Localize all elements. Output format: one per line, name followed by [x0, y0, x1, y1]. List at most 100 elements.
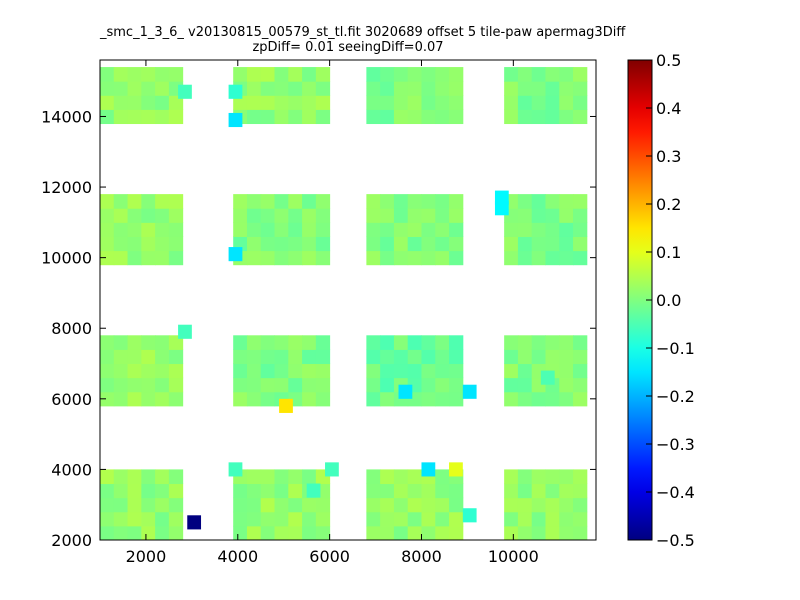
- y-tick-label: 12000: [41, 178, 92, 197]
- x-tick-label: 2000: [126, 547, 167, 566]
- heatmap-cell: [113, 95, 129, 110]
- heatmap-cell: [531, 511, 546, 527]
- heatmap-cell: [274, 525, 289, 541]
- heatmap-cell: [274, 377, 289, 393]
- heatmap-cell: [393, 67, 409, 82]
- heatmap-cell: [366, 222, 381, 237]
- heatmap-cell: [288, 525, 303, 541]
- heatmap-cell: [113, 208, 129, 223]
- heatmap-cell: [315, 335, 331, 350]
- heatmap-cell: [315, 95, 331, 110]
- colorbar-tick-label: −0.5: [656, 531, 695, 550]
- heatmap-cell: [393, 511, 409, 527]
- heatmap-cell: [315, 222, 331, 237]
- heatmap-cell-highlight: [462, 508, 477, 523]
- heatmap-cell: [274, 497, 289, 513]
- heatmap-cell: [302, 194, 317, 209]
- heatmap-cell: [407, 349, 422, 365]
- heatmap-cell: [380, 377, 395, 393]
- heatmap-cell: [274, 250, 289, 266]
- heatmap-cell-highlight: [279, 398, 293, 413]
- heatmap-cell: [380, 469, 395, 485]
- heatmap-cell: [168, 483, 184, 499]
- heatmap-cell: [246, 497, 262, 513]
- heatmap-cell: [531, 222, 546, 237]
- heatmap-cell: [141, 363, 156, 379]
- heatmap-cell: [246, 81, 262, 96]
- heatmap-cell: [573, 483, 588, 499]
- heatmap-cell: [435, 335, 450, 350]
- heatmap-cell: [366, 95, 381, 110]
- heatmap-cell: [380, 67, 395, 82]
- heatmap-cell: [421, 95, 436, 110]
- heatmap-cell: [233, 335, 248, 350]
- heatmap-cell: [504, 483, 519, 499]
- heatmap-cell: [421, 194, 436, 209]
- heatmap-cell: [246, 250, 262, 266]
- heatmap-cell: [449, 497, 464, 513]
- heatmap-cell: [315, 236, 331, 252]
- heatmap-cell: [435, 109, 450, 125]
- heatmap-cell: [421, 335, 436, 350]
- heatmap-cell: [517, 95, 533, 110]
- heatmap-cell: [260, 95, 276, 110]
- heatmap-cell: [573, 349, 588, 365]
- heatmap-cell: [100, 109, 115, 125]
- heatmap-cell: [366, 391, 381, 407]
- heatmap-cell: [435, 81, 450, 96]
- heatmap-cell: [246, 236, 262, 252]
- y-tick-label: 8000: [51, 319, 92, 338]
- heatmap-cell: [141, 391, 156, 407]
- heatmap-cell: [246, 391, 262, 407]
- colorbar-tick-label: 0.3: [656, 147, 681, 166]
- heatmap-cell: [127, 250, 142, 266]
- heatmap-cell: [260, 208, 276, 223]
- heatmap-cell: [141, 377, 156, 393]
- heatmap-cell: [155, 363, 170, 379]
- heatmap-cell: [288, 222, 303, 237]
- heatmap-cell: [449, 349, 464, 365]
- heatmap-cell: [407, 109, 422, 125]
- heatmap-cell: [545, 109, 560, 125]
- heatmap-cell: [260, 391, 276, 407]
- heatmap-cell: [274, 483, 289, 499]
- heatmap-cell: [393, 497, 409, 513]
- heatmap-cell: [302, 236, 317, 252]
- heatmap-cell: [545, 222, 560, 237]
- heatmap-cell: [559, 349, 574, 365]
- heatmap-cell: [517, 525, 533, 541]
- y-tick-label: 4000: [51, 460, 92, 479]
- heatmap-cell: [302, 377, 317, 393]
- heatmap-cell: [315, 511, 331, 527]
- heatmap-cell: [545, 335, 560, 350]
- heatmap-cell: [559, 483, 574, 499]
- y-tick-label: 10000: [41, 249, 92, 268]
- heatmap-cell: [246, 222, 262, 237]
- heatmap-cell: [155, 511, 170, 527]
- heatmap-cell: [559, 363, 574, 379]
- heatmap-cell: [380, 222, 395, 237]
- heatmap-cell-highlight: [421, 462, 436, 477]
- heatmap-cell: [421, 497, 436, 513]
- heatmap-cell-highlight: [228, 84, 243, 99]
- heatmap-cell: [141, 67, 156, 82]
- heatmap-cell: [100, 511, 115, 527]
- heatmap-cell: [100, 208, 115, 223]
- heatmap-cell: [435, 208, 450, 223]
- heatmap-cell: [315, 81, 331, 96]
- heatmap-cell: [366, 483, 381, 499]
- heatmap-cell: [559, 377, 574, 393]
- heatmap-cell: [449, 483, 464, 499]
- heatmap-cell: [407, 236, 422, 252]
- heatmap-cell: [100, 250, 115, 266]
- heatmap-cell: [100, 194, 115, 209]
- heatmap-cell: [407, 222, 422, 237]
- heatmap-cell: [127, 391, 142, 407]
- heatmap-cell: [113, 236, 129, 252]
- heatmap-cell: [113, 469, 129, 485]
- heatmap-cell: [517, 483, 533, 499]
- heatmap-cell: [421, 391, 436, 407]
- heatmap-cell: [449, 511, 464, 527]
- heatmap-cell: [380, 349, 395, 365]
- heatmap-cell: [504, 391, 519, 407]
